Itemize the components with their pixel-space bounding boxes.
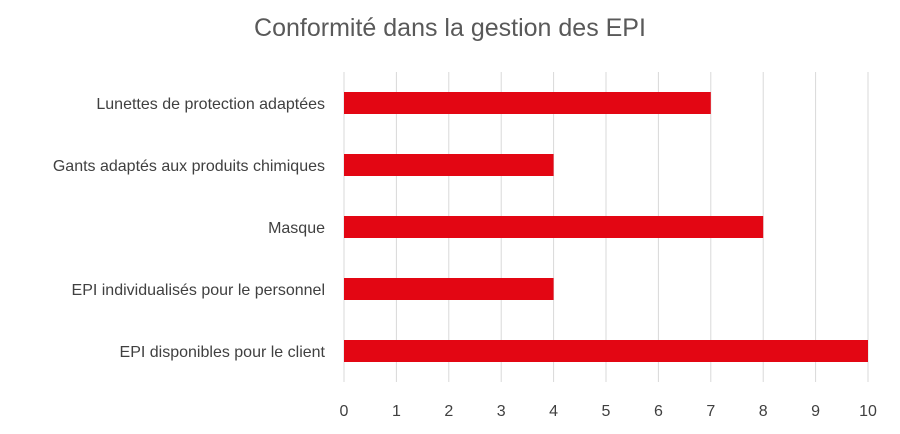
category-labels: Lunettes de protection adaptées Gants ada… bbox=[53, 96, 326, 361]
category-label: Masque bbox=[268, 220, 325, 237]
x-tick-label: 2 bbox=[444, 403, 453, 420]
x-tick-label: 9 bbox=[811, 403, 820, 420]
category-label: EPI disponibles pour le client bbox=[120, 344, 326, 361]
category-label: Gants adaptés aux produits chimiques bbox=[53, 158, 325, 175]
x-tick-label: 0 bbox=[340, 403, 349, 420]
category-label: EPI individualisés pour le personnel bbox=[72, 282, 325, 299]
x-tick-label: 5 bbox=[602, 403, 611, 420]
x-tick-label: 1 bbox=[392, 403, 401, 420]
x-tick-label: 10 bbox=[859, 403, 877, 420]
bar bbox=[344, 154, 554, 176]
x-tick-label: 3 bbox=[497, 403, 506, 420]
bars bbox=[344, 92, 868, 362]
x-tick-label: 8 bbox=[759, 403, 768, 420]
x-tick-labels: 0 1 2 3 4 5 6 7 8 9 10 bbox=[340, 403, 877, 420]
x-tick-label: 4 bbox=[549, 403, 558, 420]
bar bbox=[344, 216, 764, 238]
chart-title: Conformité dans la gestion des EPI bbox=[254, 14, 646, 42]
x-tick-label: 6 bbox=[654, 403, 663, 420]
bar bbox=[344, 340, 868, 362]
bar bbox=[344, 278, 554, 300]
bar bbox=[344, 92, 711, 114]
x-tick-label: 7 bbox=[706, 403, 715, 420]
category-label: Lunettes de protection adaptées bbox=[96, 96, 325, 113]
